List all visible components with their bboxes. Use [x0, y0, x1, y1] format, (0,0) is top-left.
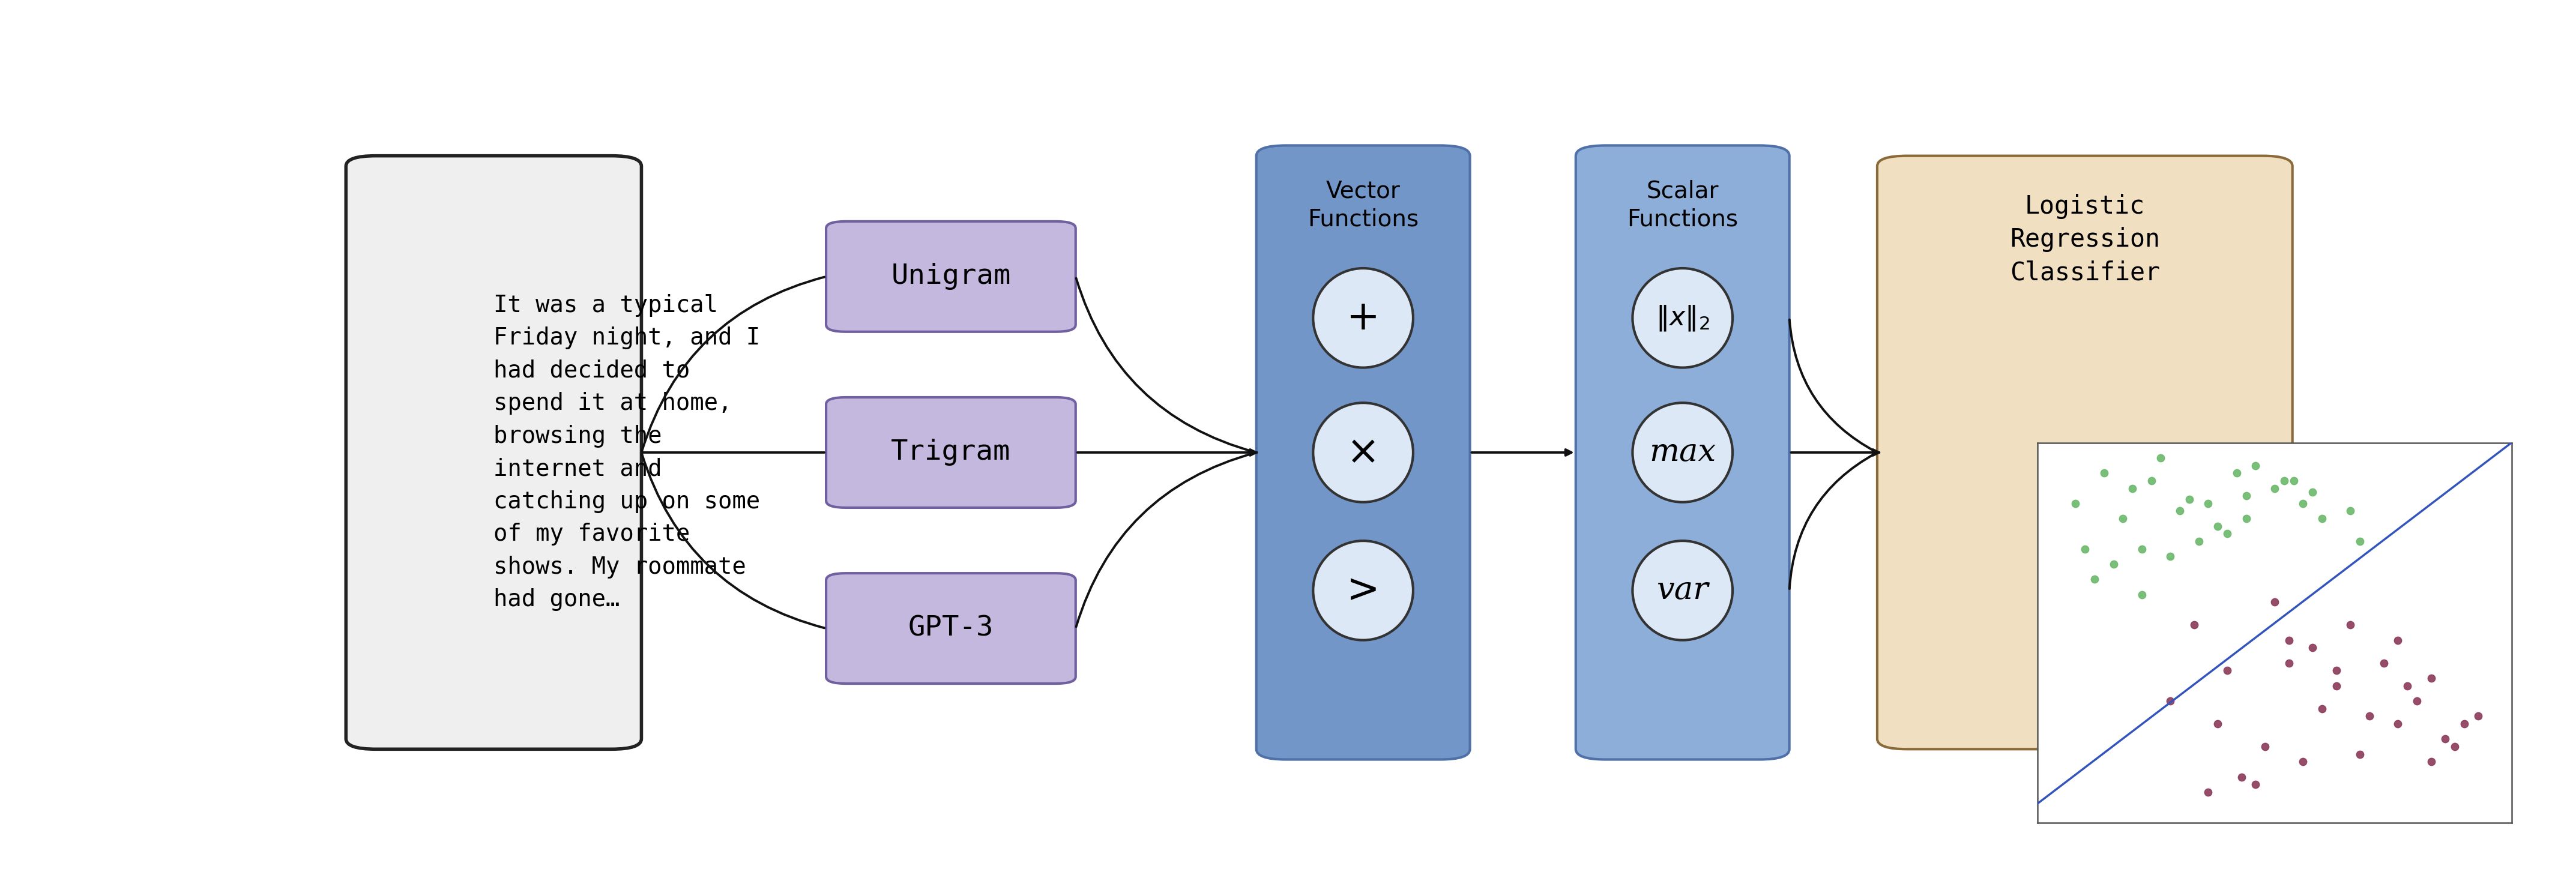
Ellipse shape	[1314, 403, 1414, 502]
FancyBboxPatch shape	[827, 397, 1077, 508]
FancyBboxPatch shape	[827, 573, 1077, 684]
Text: max: max	[1649, 437, 1716, 468]
Point	[2378, 633, 2419, 647]
FancyArrowPatch shape	[1249, 450, 1257, 455]
FancyArrowPatch shape	[641, 454, 824, 628]
Point	[2244, 739, 2285, 754]
FancyArrowPatch shape	[1077, 452, 1255, 627]
Point	[2458, 709, 2499, 723]
Point	[2300, 702, 2342, 716]
FancyBboxPatch shape	[1577, 145, 1790, 760]
Text: It was a typical
Friday night, and I
had decided to
spend it at home,
browsing t: It was a typical Friday night, and I had…	[495, 294, 760, 611]
Point	[2396, 694, 2437, 708]
Point	[2056, 496, 2097, 511]
Point	[2339, 747, 2380, 762]
Point	[2254, 481, 2295, 495]
Point	[2208, 527, 2249, 541]
Point	[2197, 519, 2239, 533]
Ellipse shape	[1633, 403, 1734, 502]
Text: Unigram: Unigram	[891, 263, 1010, 290]
Point	[2112, 481, 2154, 495]
Point	[2293, 485, 2334, 499]
Point	[2254, 595, 2295, 609]
Point	[2378, 717, 2419, 731]
Point	[2174, 618, 2215, 633]
Point	[2264, 473, 2306, 487]
Point	[2424, 732, 2465, 746]
FancyArrowPatch shape	[1790, 453, 1875, 589]
Point	[2236, 778, 2277, 792]
Point	[2130, 473, 2172, 487]
Point	[2282, 754, 2324, 769]
Point	[2316, 663, 2357, 677]
Point	[2226, 512, 2267, 526]
Text: >: >	[1347, 571, 1381, 610]
Point	[2159, 504, 2200, 518]
FancyArrowPatch shape	[1873, 450, 1878, 455]
Point	[2151, 549, 2192, 564]
Point	[2141, 451, 2182, 465]
Text: $\Vert x \Vert_2$: $\Vert x \Vert_2$	[1656, 304, 1710, 332]
FancyArrowPatch shape	[1077, 278, 1255, 452]
Point	[2362, 656, 2403, 670]
Point	[2102, 512, 2143, 526]
Point	[2063, 542, 2105, 556]
Point	[2208, 663, 2249, 677]
Point	[2151, 694, 2192, 708]
FancyArrowPatch shape	[1471, 450, 1571, 455]
Text: Vector
Functions: Vector Functions	[1309, 180, 1419, 231]
Text: Scalar
Functions: Scalar Functions	[1628, 180, 1739, 231]
Point	[2187, 785, 2228, 799]
Ellipse shape	[1314, 268, 1414, 367]
Point	[2293, 641, 2334, 655]
Point	[2282, 496, 2324, 511]
Point	[2215, 466, 2257, 480]
Point	[2349, 709, 2391, 723]
Point	[2434, 739, 2476, 754]
Point	[2074, 573, 2115, 587]
Point	[2411, 671, 2452, 685]
Point	[2120, 588, 2161, 602]
FancyBboxPatch shape	[1257, 145, 1471, 760]
FancyArrowPatch shape	[641, 277, 824, 451]
FancyBboxPatch shape	[345, 156, 641, 749]
Text: Trigram: Trigram	[891, 439, 1010, 466]
Point	[2411, 754, 2452, 769]
FancyBboxPatch shape	[827, 221, 1077, 332]
Point	[2226, 488, 2267, 503]
Point	[2120, 542, 2161, 556]
Ellipse shape	[1633, 268, 1734, 367]
Text: ×: ×	[1347, 433, 1381, 472]
FancyArrowPatch shape	[1790, 320, 1875, 452]
Point	[2236, 458, 2277, 472]
Text: var: var	[1656, 575, 1708, 606]
Point	[2169, 493, 2210, 507]
FancyBboxPatch shape	[1878, 156, 2293, 749]
Point	[2179, 534, 2221, 548]
Point	[2316, 678, 2357, 693]
Point	[2084, 466, 2125, 480]
Point	[2197, 717, 2239, 731]
Text: Logistic
Regression
Classifier: Logistic Regression Classifier	[2009, 194, 2159, 285]
Point	[2092, 557, 2133, 572]
Text: +: +	[1347, 298, 1381, 338]
Point	[2329, 504, 2370, 518]
Point	[2272, 473, 2313, 487]
Ellipse shape	[1314, 541, 1414, 640]
Point	[2388, 678, 2429, 693]
Point	[2300, 512, 2342, 526]
Point	[2269, 656, 2311, 670]
Ellipse shape	[1633, 541, 1734, 640]
Point	[2329, 618, 2370, 633]
Point	[2269, 633, 2311, 647]
Point	[2339, 534, 2380, 548]
Text: GPT-3: GPT-3	[909, 615, 994, 642]
Point	[2187, 496, 2228, 511]
Point	[2221, 770, 2262, 784]
Point	[2445, 717, 2486, 731]
